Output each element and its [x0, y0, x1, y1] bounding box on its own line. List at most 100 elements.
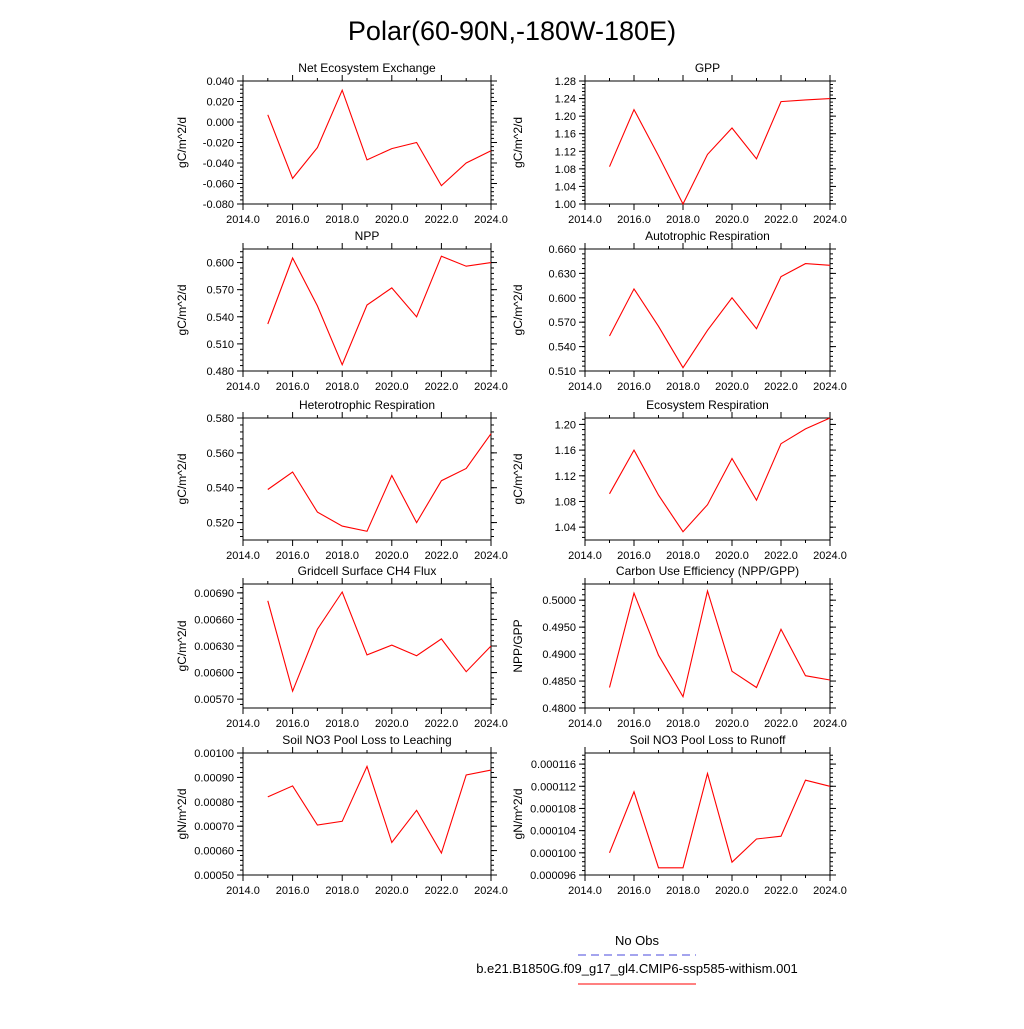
y-tick-label: 0.4900 — [542, 649, 576, 661]
chart-title: GPP — [695, 61, 720, 75]
x-tick-label: 2018.0 — [666, 885, 700, 897]
x-tick-label: 2022.0 — [764, 885, 798, 897]
y-tick-label: 0.630 — [548, 268, 576, 280]
y-tick-label: 0.000104 — [530, 826, 576, 838]
x-tick-label: 2020.0 — [375, 550, 409, 562]
x-tick-label: 2020.0 — [715, 214, 749, 226]
chart-title: Soil NO3 Pool Loss to Leaching — [282, 733, 451, 747]
y-tick-label: 0.020 — [206, 97, 234, 109]
x-tick-label: 2016.0 — [276, 550, 310, 562]
legend: No Obs b.e21.B1850G.f09_g17_gl4.CMIP6-ss… — [476, 933, 798, 985]
legend-label-model-run: b.e21.B1850G.f09_g17_gl4.CMIP6-ssp585-wi… — [476, 961, 798, 976]
x-tick-label: 2016.0 — [617, 718, 651, 730]
x-tick-label: 2018.0 — [666, 718, 700, 730]
y-tick-label: 1.28 — [555, 76, 576, 88]
y-tick-label: 0.00090 — [194, 772, 234, 784]
y-tick-label: 0.00600 — [194, 668, 234, 680]
chart-title: Soil NO3 Pool Loss to Runoff — [630, 733, 787, 747]
y-tick-label: 0.600 — [206, 258, 234, 270]
x-tick-label: 2020.0 — [375, 718, 409, 730]
chart-panels: Net Ecosystem Exchange 2014.0 2016.0 2018.0… — [175, 61, 847, 897]
y-tick-label: 1.16 — [555, 445, 576, 457]
x-tick-label: 2020.0 — [715, 885, 749, 897]
x-tick-label: 2024.0 — [474, 885, 508, 897]
plot-frame — [584, 583, 831, 709]
y-tick-label: 0.00100 — [194, 748, 234, 760]
y-tick-label: 0.4850 — [542, 676, 576, 688]
chart-panel: Heterotrophic Respiration 2014.0 2016.0 201… — [175, 398, 508, 562]
series-line — [609, 263, 831, 369]
y-tick-label: 0.000116 — [531, 759, 576, 771]
x-tick-label: 2022.0 — [764, 550, 798, 562]
chart-panel: Gridcell Surface CH4 Flux 2014.0 2016.0 201… — [175, 564, 508, 730]
x-tick-label: 2018.0 — [666, 550, 700, 562]
y-tick-label: 0.00660 — [194, 614, 234, 626]
x-tick-label: 2022.0 — [425, 381, 459, 393]
series-line — [267, 590, 492, 693]
x-tick-label: 2014.0 — [568, 381, 602, 393]
x-tick-label: 2024.0 — [813, 718, 847, 730]
series-line — [608, 588, 831, 699]
y-tick-label: 0.000 — [206, 117, 234, 129]
y-tick-label: 1.20 — [555, 419, 576, 431]
chart-panel: Net Ecosystem Exchange 2014.0 2016.0 2018.0… — [175, 61, 508, 226]
plot-frame — [242, 248, 492, 372]
x-tick-label: 2018.0 — [325, 381, 359, 393]
x-tick-label: 2014.0 — [226, 885, 260, 897]
y-tick-label: 1.24 — [555, 94, 576, 106]
x-tick-label: 2022.0 — [764, 381, 798, 393]
plot-frame — [242, 417, 492, 541]
x-tick-label: 2014.0 — [568, 550, 602, 562]
series-line — [267, 255, 492, 367]
y-tick-label: 0.570 — [206, 285, 234, 297]
x-tick-label: 2024.0 — [813, 550, 847, 562]
chart-title: Net Ecosystem Exchange — [298, 61, 436, 75]
x-tick-label: 2014.0 — [226, 381, 260, 393]
y-tick-label: -0.020 — [203, 138, 234, 150]
y-axis-label: gC/m^2/d — [511, 117, 525, 168]
y-tick-label: 1.00 — [555, 199, 576, 211]
y-tick-label: 0.040 — [206, 76, 234, 88]
y-tick-label: 0.000112 — [531, 781, 576, 793]
y-tick-label: -0.040 — [203, 158, 234, 170]
x-tick-label: 2022.0 — [425, 214, 459, 226]
y-axis-label: NPP/GPP — [511, 619, 525, 672]
y-tick-label: 0.00690 — [194, 588, 234, 600]
chart-panel: GPP 2014.0 2016.0 2018.0 2020.0 2022.0 2024.0 1… — [511, 61, 847, 226]
y-tick-label: 0.510 — [206, 339, 234, 351]
y-axis-label: gC/m^2/d — [175, 621, 189, 672]
x-tick-label: 2022.0 — [764, 718, 798, 730]
series-line — [608, 771, 831, 869]
x-tick-label: 2014.0 — [568, 885, 602, 897]
series-line — [608, 98, 831, 206]
y-axis-label: gC/m^2/d — [511, 454, 525, 505]
series-line — [267, 88, 492, 187]
y-tick-label: 0.540 — [206, 483, 234, 495]
chart-panel: NPP 2014.0 2016.0 2018.0 2020.0 2022.0 2024.0 0… — [175, 229, 508, 393]
x-tick-label: 2016.0 — [276, 718, 310, 730]
y-tick-label: 0.580 — [206, 413, 234, 425]
x-tick-label: 2016.0 — [617, 214, 651, 226]
plot-frame — [584, 80, 831, 205]
y-tick-label: 0.00050 — [194, 870, 234, 882]
x-tick-label: 2016.0 — [276, 885, 310, 897]
legend-label-no-obs: No Obs — [615, 933, 660, 948]
y-tick-label: 0.00070 — [194, 821, 234, 833]
chart-panel: Carbon Use Efficiency (NPP/GPP) 2014.0 201… — [511, 564, 847, 730]
x-tick-label: 2014.0 — [226, 214, 260, 226]
chart-panel: Autotrophic Respiration 2014.0 2016.0 2018.… — [511, 229, 847, 393]
x-tick-label: 2024.0 — [474, 550, 508, 562]
y-tick-label: 1.16 — [555, 129, 576, 141]
y-tick-label: 0.00080 — [194, 797, 234, 809]
chart-title: Carbon Use Efficiency (NPP/GPP) — [616, 564, 799, 578]
chart-title: NPP — [355, 229, 380, 243]
y-tick-label: 0.540 — [548, 342, 576, 354]
y-tick-label: 0.000108 — [530, 803, 576, 815]
y-tick-label: 0.660 — [548, 244, 576, 256]
x-tick-label: 2024.0 — [474, 214, 508, 226]
plot-frame — [584, 752, 831, 876]
x-tick-label: 2022.0 — [425, 885, 459, 897]
y-tick-label: 0.600 — [548, 293, 576, 305]
x-tick-label: 2016.0 — [276, 381, 310, 393]
